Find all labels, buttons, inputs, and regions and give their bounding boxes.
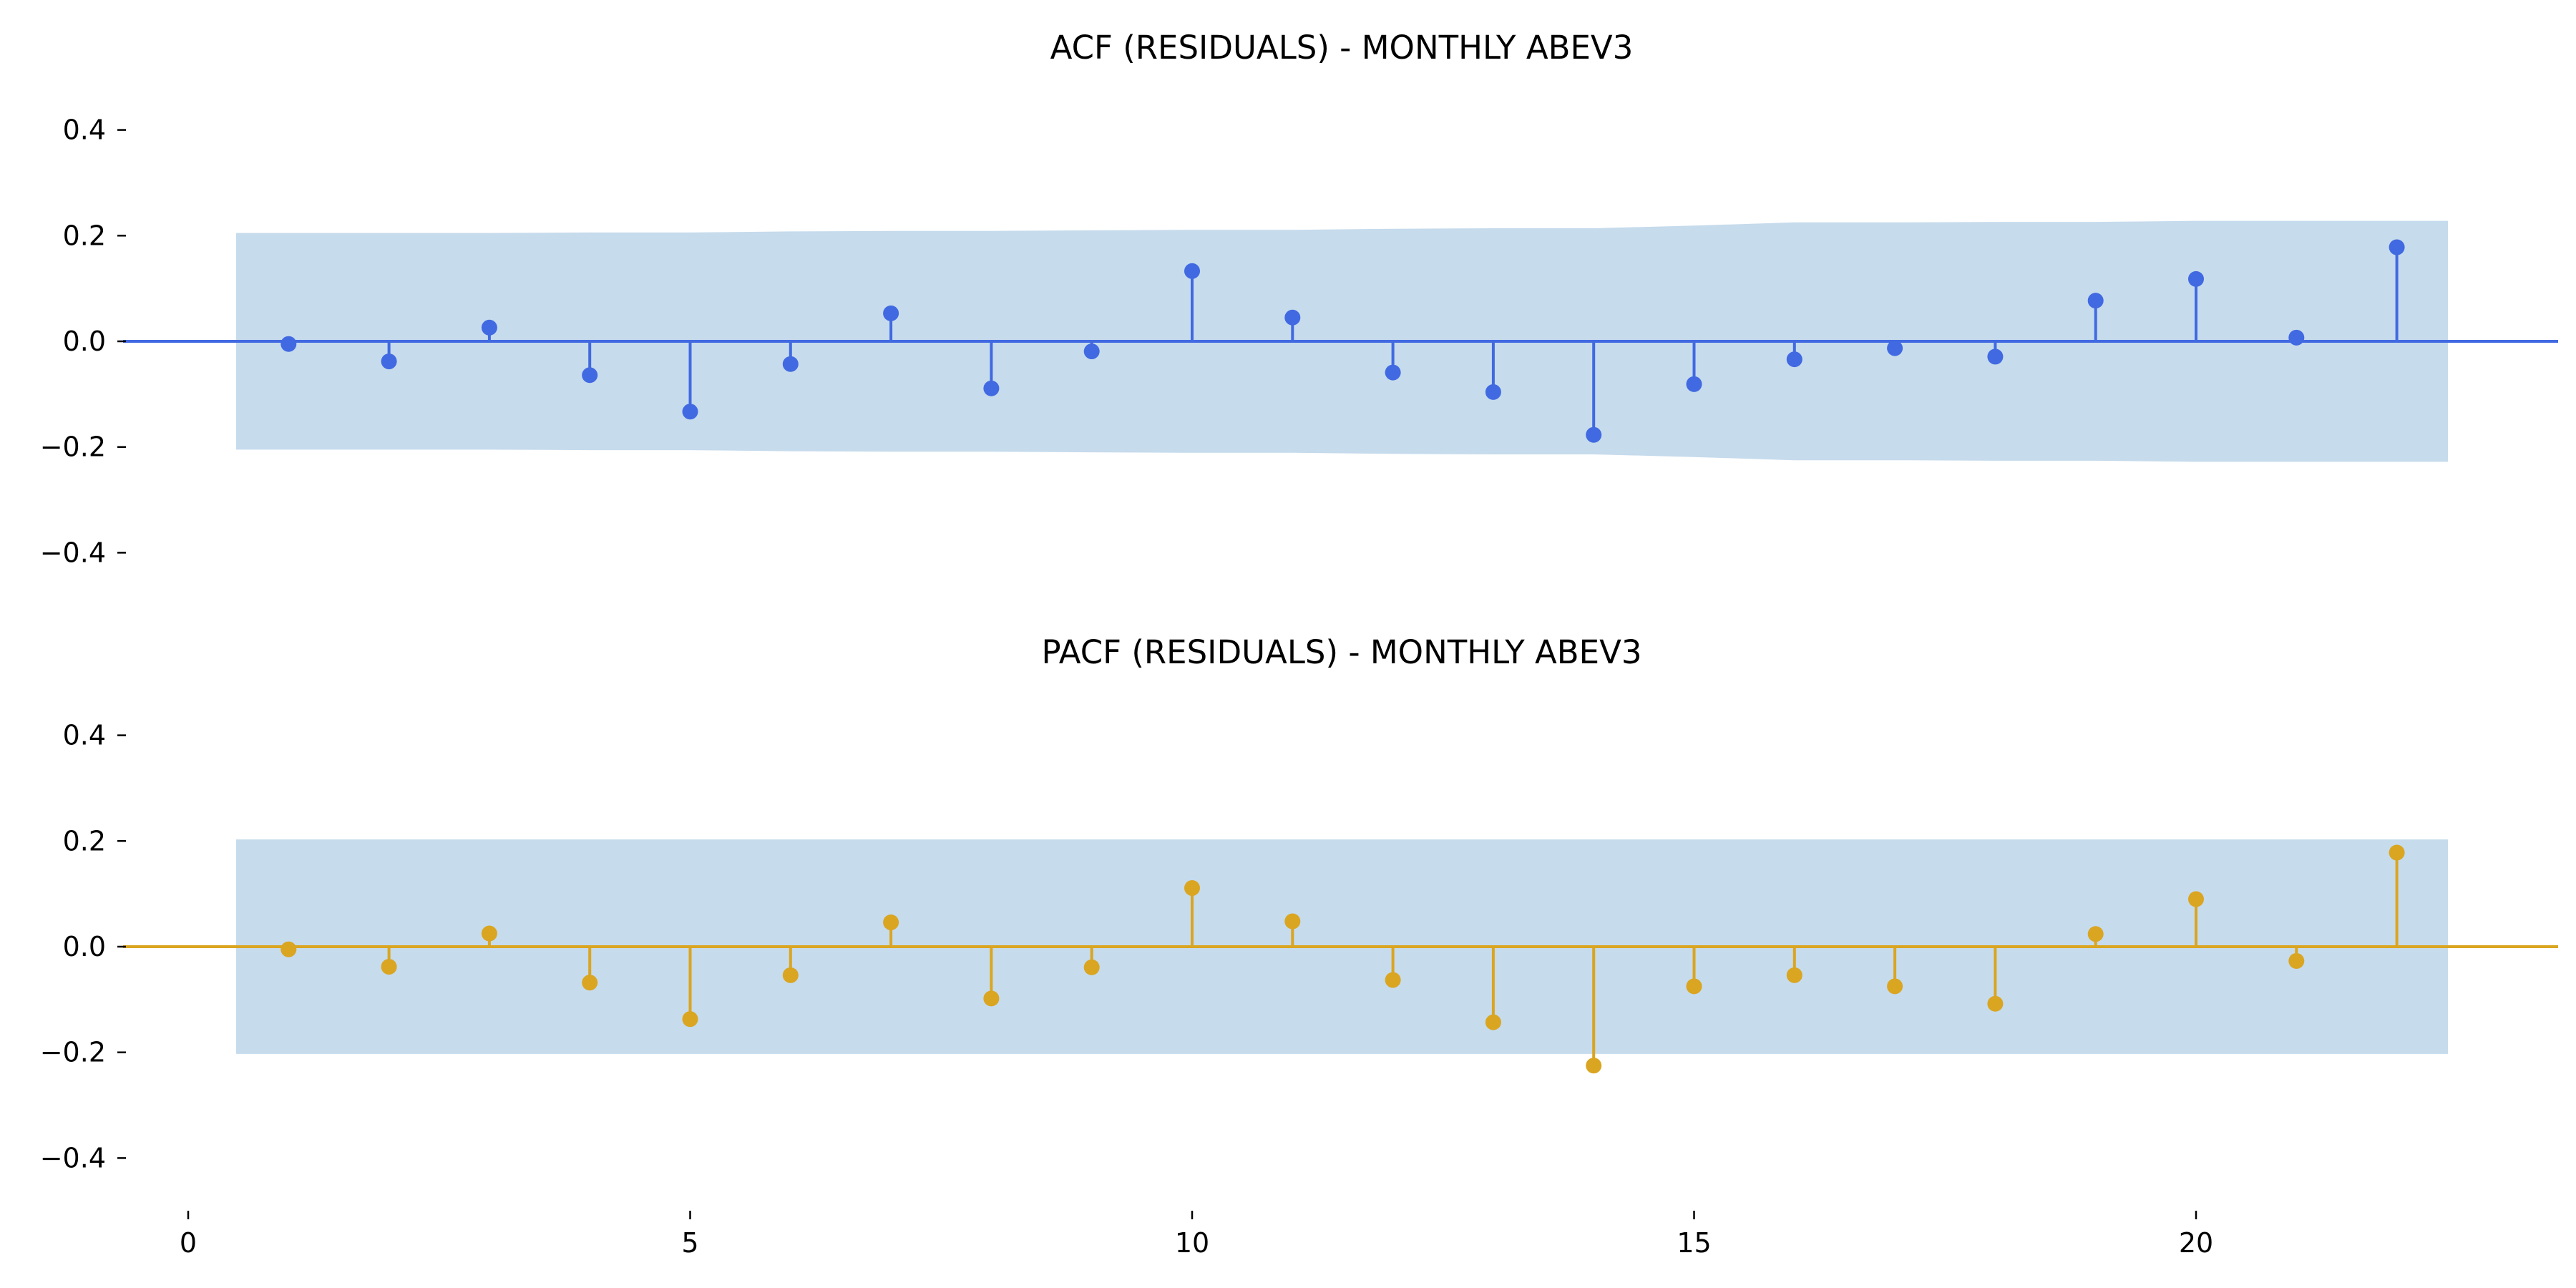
pacf-marker-1 [280, 941, 297, 957]
pacf-marker-21 [2288, 952, 2305, 969]
acf-panel: ACF (RESIDUALS) - MONTHLY ABEV3 −0.4 −0.2… [40, 29, 2558, 568]
acf-marker-11 [1284, 309, 1301, 326]
pacf-ytick-label: 0.2 [63, 825, 106, 857]
pacf-marker-17 [1887, 978, 1903, 995]
pacf-title: PACF (RESIDUALS) - MONTHLY ABEV3 [1042, 633, 1642, 671]
acf-marker-4 [582, 367, 598, 384]
acf-marker-22 [2389, 239, 2405, 255]
pacf-ytick-label: 0.4 [63, 720, 106, 751]
pacf-marker-18 [1987, 995, 2004, 1012]
acf-title: ACF (RESIDUALS) - MONTHLY ABEV3 [1050, 29, 1634, 67]
acf-marker-2 [381, 353, 397, 370]
acf-ytick-label: −0.4 [40, 537, 106, 568]
pacf-marker-6 [782, 967, 799, 983]
acf-marker-7 [883, 305, 899, 321]
acf-marker-3 [481, 319, 497, 336]
acf-marker-18 [1987, 348, 2004, 365]
pacf-marker-22 [2389, 844, 2405, 861]
pacf-xtick-label: 15 [1677, 1227, 1711, 1259]
acf-marker-14 [1586, 426, 1602, 443]
acf-marker-19 [2087, 293, 2104, 309]
acf-marker-17 [1887, 340, 1903, 356]
acf-ytick-label: 0.2 [63, 220, 106, 251]
pacf-marker-10 [1184, 880, 1200, 897]
pacf-marker-8 [983, 990, 1000, 1007]
acf-marker-8 [983, 380, 1000, 396]
pacf-xtick-label: 0 [180, 1227, 197, 1259]
acf-marker-10 [1184, 263, 1200, 279]
pacf-marker-9 [1083, 959, 1100, 975]
acf-marker-12 [1385, 364, 1401, 381]
acf-ytick-label: 0.0 [63, 326, 106, 357]
pacf-marker-7 [883, 914, 899, 931]
pacf-ytick-label: −0.4 [40, 1142, 106, 1174]
pacf-marker-3 [481, 925, 497, 942]
acf-marker-16 [1786, 351, 1802, 368]
acf-ytick-label: 0.4 [63, 114, 106, 146]
acf-marker-9 [1083, 343, 1100, 360]
pacf-ytick-label: −0.2 [40, 1037, 106, 1068]
pacf-marker-15 [1686, 978, 1702, 995]
pacf-xtick-label: 5 [681, 1227, 698, 1259]
pacf-marker-19 [2087, 926, 2104, 942]
acf-marker-15 [1686, 376, 1702, 392]
pacf-marker-13 [1485, 1014, 1501, 1030]
pacf-xtick-label: 20 [2179, 1227, 2213, 1259]
pacf-marker-11 [1284, 913, 1301, 930]
acf-ytick-label: −0.2 [40, 431, 106, 463]
acf-marker-13 [1485, 384, 1501, 400]
acf-marker-20 [2188, 270, 2204, 287]
acf-marker-21 [2288, 329, 2305, 346]
pacf-ytick-label: 0.0 [63, 931, 106, 962]
pacf-marker-16 [1786, 967, 1802, 983]
pacf-marker-20 [2188, 891, 2204, 907]
acf-marker-1 [280, 336, 297, 352]
pacf-marker-4 [582, 975, 598, 991]
acf-marker-6 [782, 356, 799, 372]
pacf-marker-14 [1586, 1058, 1602, 1074]
pacf-marker-5 [682, 1011, 698, 1028]
pacf-panel: PACF (RESIDUALS) - MONTHLY ABEV3 −0.4 −0.… [40, 633, 2558, 1259]
pacf-marker-12 [1385, 972, 1401, 988]
pacf-xtick-label: 10 [1175, 1227, 1209, 1259]
acf-marker-5 [682, 404, 698, 420]
pacf-marker-2 [381, 959, 397, 975]
